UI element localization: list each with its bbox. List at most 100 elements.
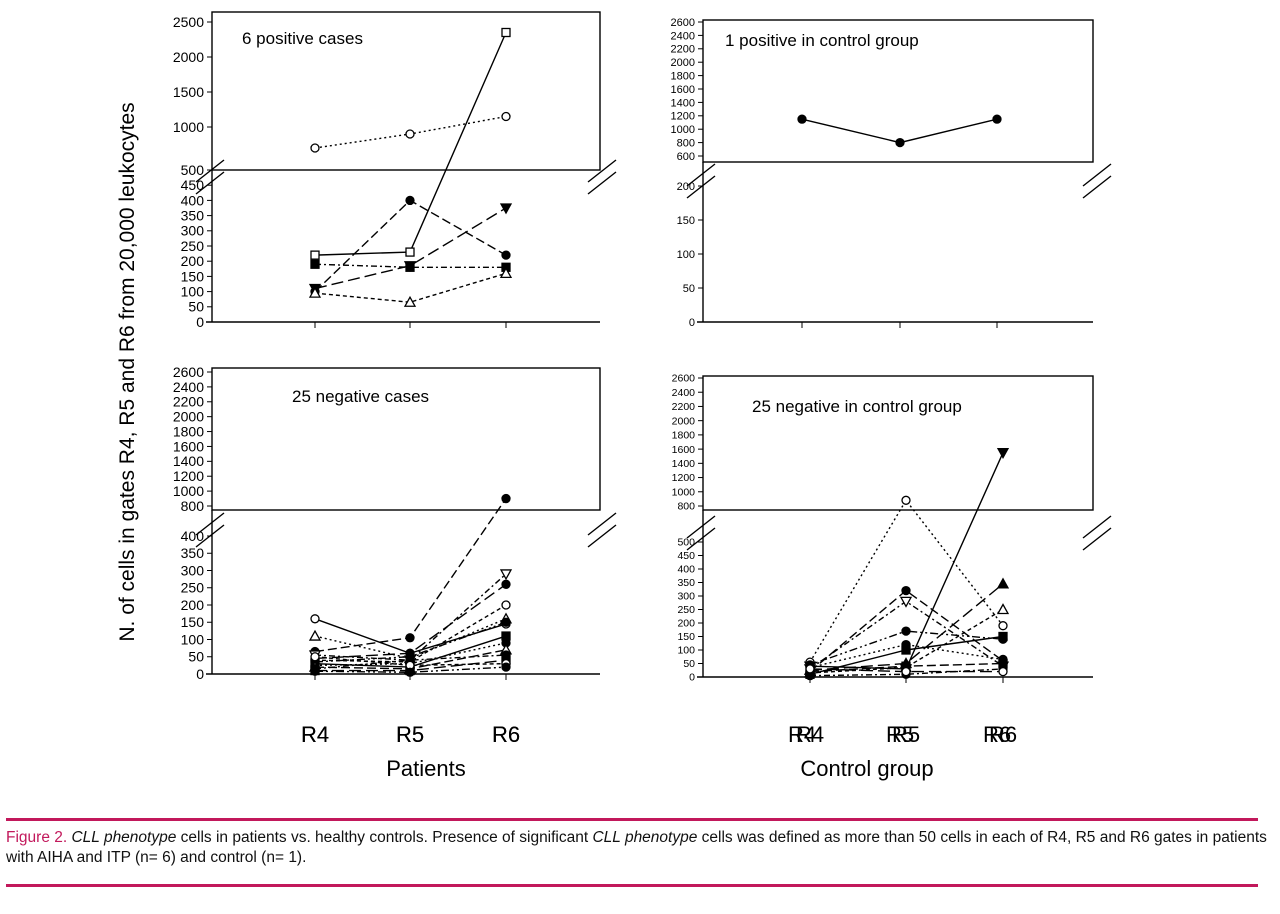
panel-title: 25 negative cases	[292, 387, 429, 406]
axis-break-mark	[686, 163, 716, 187]
y-tick-label: 1800	[671, 70, 695, 82]
y-tick-label: 400	[677, 564, 695, 576]
x-tick-label-r5: R5	[892, 722, 920, 747]
data-point-r4	[805, 664, 815, 674]
data-point-r5	[405, 195, 415, 206]
y-tick-label: 2000	[173, 49, 204, 65]
series-14	[310, 662, 511, 677]
y-tick-label: 50	[188, 299, 204, 315]
x-tick-label-r6: R6	[492, 722, 520, 747]
y-tick-label: 2000	[671, 57, 695, 69]
axis-break-mark	[587, 171, 617, 195]
data-point-r5	[901, 639, 911, 650]
plot-frame	[211, 11, 601, 171]
y-tick-label: 1400	[672, 458, 696, 470]
y-tick-label: 2600	[173, 364, 204, 380]
y-tick-label: 250	[181, 580, 205, 596]
y-tick-label: 2600	[671, 17, 695, 29]
y-tick-label: 300	[677, 591, 695, 603]
axis-break-mark	[686, 515, 716, 539]
axis-break-mark	[686, 527, 716, 551]
y-tick-label: 150	[181, 614, 205, 630]
y-tick-label: 200	[181, 597, 205, 613]
y-tick-label: 1000	[672, 486, 696, 498]
y-tick-label: 50	[683, 658, 695, 670]
y-tick-label: 1200	[671, 111, 695, 123]
data-point-r4	[308, 286, 322, 298]
y-tick-label: 0	[689, 317, 695, 329]
series-line	[314, 656, 507, 667]
series-line	[314, 573, 507, 661]
series-line	[314, 654, 507, 670]
data-point-r4	[310, 614, 320, 624]
data-point-r5	[901, 666, 911, 677]
data-point-r5	[901, 585, 911, 596]
panel-title: 6 positive cases	[242, 29, 363, 48]
y-tick-label: 300	[181, 223, 205, 239]
series-line	[809, 668, 1004, 677]
series-line	[809, 608, 1004, 674]
y-tick-label: 200	[677, 181, 695, 193]
data-point-r6	[501, 27, 511, 38]
data-point-r6	[501, 617, 511, 627]
y-tick-label: 1000	[173, 119, 204, 135]
data-point-r6	[992, 114, 1002, 124]
y-tick-label: 0	[196, 314, 204, 330]
data-point-r5	[405, 129, 415, 139]
figure-caption: Figure 2. CLL phenotype cells in patient…	[6, 828, 1274, 868]
y-tick-label: 2000	[173, 409, 204, 425]
series-line	[314, 199, 507, 293]
data-point-r6	[499, 203, 513, 215]
y-tick-label: 50	[683, 283, 695, 295]
y-tick-label: 0	[689, 672, 695, 684]
y-tick-label: 1500	[173, 84, 204, 100]
data-point-r5	[899, 596, 913, 608]
chart-panel-tr: 2600240022002000180016001400120010008006…	[671, 17, 1112, 747]
y-tick-label: 1000	[173, 483, 204, 499]
y-tick-label: 500	[677, 537, 695, 549]
data-point-r5	[403, 295, 417, 307]
y-tick-label: 450	[181, 177, 205, 193]
series-line	[314, 263, 506, 268]
chart-panel-br: 2600240022002000180016001400120010008005…	[672, 373, 1112, 747]
plot-frame	[702, 375, 1094, 511]
axis-break-mark	[686, 175, 716, 199]
data-point-r4	[308, 629, 322, 641]
y-tick-label: 2400	[173, 379, 204, 395]
chart-panel-tl: 2500200015001000500450400350300250200150…	[173, 11, 617, 747]
x-tick-label-r6: R6	[983, 722, 1011, 747]
caption-label: Figure 2.	[6, 829, 68, 846]
data-point-r6	[501, 662, 511, 672]
y-tick-label: 150	[181, 268, 205, 284]
series-6	[308, 267, 513, 307]
series-12	[805, 664, 1008, 677]
plot-frame	[702, 19, 1094, 163]
data-point-r6	[998, 666, 1008, 677]
y-tick-label: 350	[181, 545, 205, 561]
y-tick-label: 1200	[173, 468, 204, 484]
data-point-r4	[310, 250, 320, 260]
data-point-r4	[310, 143, 320, 153]
data-point-r6	[501, 493, 511, 504]
y-tick-label: 450	[677, 550, 695, 562]
series-line	[314, 618, 507, 660]
data-point-r4	[310, 666, 320, 676]
axis-break-mark	[587, 512, 617, 536]
y-tick-label: 250	[677, 604, 695, 616]
y-tick-label: 1600	[672, 444, 696, 456]
series-2	[310, 111, 511, 153]
series-1	[310, 27, 511, 260]
y-tick-label: 800	[677, 501, 695, 513]
x-tick-label-r5: R5	[886, 722, 914, 747]
series-line	[314, 272, 507, 303]
y-tick-label: 2500	[173, 14, 204, 30]
axis-break-mark	[1082, 515, 1112, 539]
axis-break-mark	[195, 512, 225, 536]
axis-break-mark	[1082, 175, 1112, 199]
y-tick-label: 100	[181, 284, 205, 300]
axis-break-mark	[195, 159, 225, 183]
data-point-r6	[501, 111, 511, 122]
caption-text-1: cells in patients vs. healthy controls. …	[176, 829, 593, 846]
data-point-r5	[405, 667, 415, 677]
data-point-r6	[996, 448, 1010, 460]
